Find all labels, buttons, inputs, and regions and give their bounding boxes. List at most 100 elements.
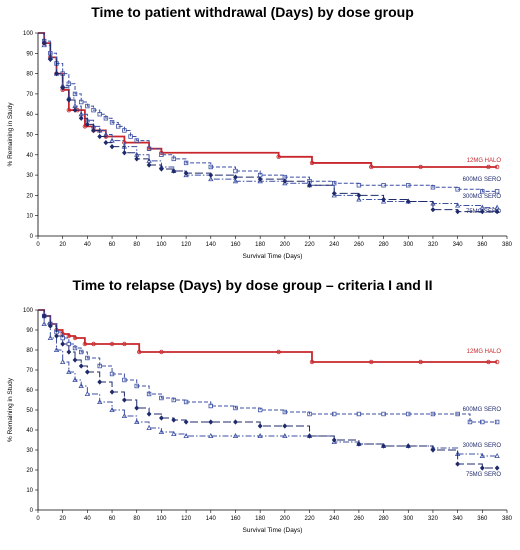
y-tick-label: 70 (26, 92, 33, 98)
x-tick-label: 80 (133, 516, 140, 522)
x-tick-label: 100 (156, 242, 167, 248)
data-point (467, 419, 473, 425)
y-tick-label: 40 (26, 428, 33, 434)
x-tick-label: 60 (109, 516, 116, 522)
data-point (54, 70, 59, 77)
y-tick-label: 100 (23, 308, 34, 314)
data-point (233, 419, 238, 425)
data-point (208, 403, 213, 409)
data-point (171, 168, 177, 174)
data-point (381, 411, 386, 417)
series-75mg-sero: 75MG SERO (38, 32, 501, 215)
data-point (405, 443, 411, 449)
y-tick-label: 0 (30, 234, 34, 240)
data-point (494, 164, 500, 170)
data-point (405, 198, 411, 205)
x-tick-label: 360 (477, 242, 488, 248)
data-point (78, 382, 84, 388)
data-point (72, 91, 78, 97)
data-point (257, 432, 263, 438)
y-tick-label: 30 (26, 448, 33, 454)
x-axis-label: Survival Time (Days) (243, 527, 303, 534)
x-tick-label: 360 (477, 516, 488, 522)
data-point (84, 369, 90, 375)
y-axis-label: % Remaining in Study (7, 102, 14, 167)
data-point (159, 152, 164, 157)
data-point (78, 363, 84, 369)
data-point (331, 192, 337, 198)
data-point (78, 99, 84, 105)
data-point (121, 150, 127, 156)
data-point (480, 419, 485, 425)
data-point (233, 174, 238, 180)
data-point (455, 461, 461, 467)
data-point (171, 156, 176, 162)
data-point (72, 107, 78, 113)
data-point (121, 412, 128, 418)
data-point (72, 345, 78, 351)
x-tick-label: 280 (379, 242, 390, 248)
data-point (78, 115, 84, 121)
data-point (137, 349, 142, 355)
x-tick-label: 200 (280, 516, 291, 522)
data-point (307, 182, 312, 188)
data-point (159, 166, 164, 172)
data-point (109, 406, 115, 412)
x-tick-label: 140 (206, 516, 217, 522)
x-tick-label: 40 (84, 242, 91, 248)
data-point (97, 398, 103, 404)
chart-title: Time to patient withdrawal (Days) by dos… (91, 4, 414, 20)
data-point (183, 172, 189, 178)
y-tick-label: 80 (26, 72, 33, 78)
data-point (356, 196, 362, 202)
x-tick-label: 380 (502, 516, 513, 522)
data-point (282, 178, 288, 184)
y-tick-label: 20 (26, 193, 33, 199)
x-tick-label: 240 (329, 516, 340, 522)
data-point (103, 116, 109, 121)
data-point (381, 183, 386, 188)
x-tick-label: 20 (59, 516, 66, 522)
x-tick-label: 260 (354, 516, 365, 522)
data-point (109, 371, 115, 377)
series-label: 75MG SERO (466, 472, 501, 478)
data-point (257, 176, 263, 182)
data-point (171, 430, 177, 436)
x-tick-label: 0 (36, 242, 40, 248)
x-tick-label: 160 (230, 242, 241, 248)
series-line (38, 309, 498, 457)
data-point (60, 85, 66, 91)
data-point (159, 415, 164, 421)
data-point (276, 349, 281, 355)
data-point (146, 424, 152, 430)
y-tick-label: 90 (26, 328, 33, 334)
data-point (47, 56, 53, 63)
data-point (60, 341, 66, 347)
x-tick-label: 300 (403, 516, 414, 522)
chart-panel-2: Time to relapse (Days) by dose group – c… (7, 277, 513, 534)
data-point (331, 190, 337, 197)
data-point (72, 357, 78, 363)
series-line (38, 309, 498, 363)
data-point (183, 170, 189, 176)
x-tick-label: 80 (133, 242, 140, 248)
data-point (494, 419, 500, 425)
x-tick-label: 40 (84, 516, 91, 522)
data-point (455, 411, 460, 417)
data-point (494, 359, 500, 365)
data-point (494, 189, 500, 194)
x-tick-label: 340 (453, 516, 464, 522)
data-point (134, 138, 139, 143)
data-point (159, 349, 164, 355)
y-tick-label: 60 (26, 112, 33, 118)
data-point (159, 395, 164, 401)
data-point (430, 185, 436, 190)
series-600mg-sero: 600MG SERO (38, 32, 501, 194)
x-axis-label: Survival Time (Days) (243, 253, 303, 260)
data-point (309, 359, 315, 365)
data-point (480, 189, 485, 194)
x-tick-label: 320 (428, 516, 439, 522)
data-point (66, 349, 72, 355)
data-point (109, 120, 115, 125)
